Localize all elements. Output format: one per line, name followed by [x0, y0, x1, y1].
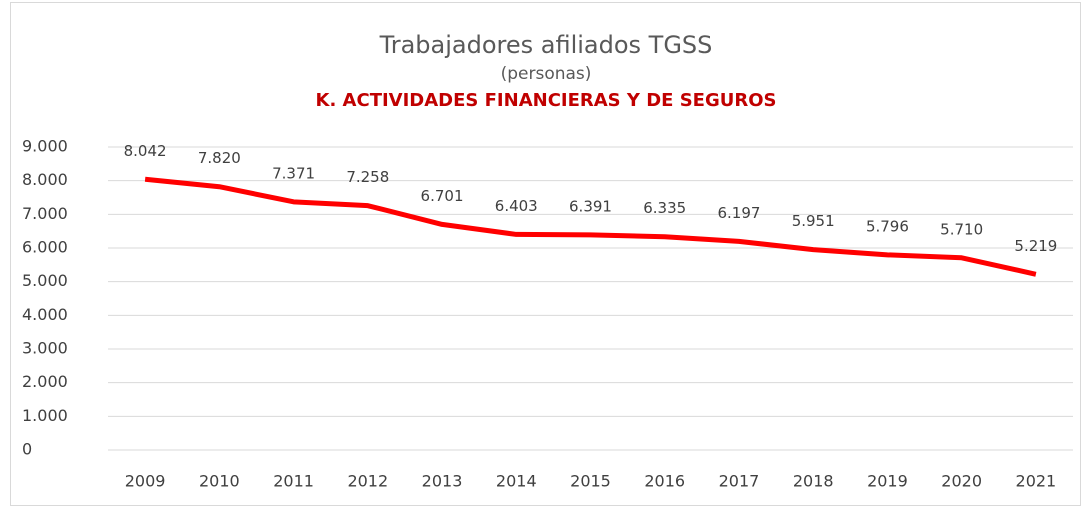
data-label: 6.403	[495, 197, 538, 215]
line	[144, 176, 1037, 277]
x-tick-label: 2015	[570, 472, 611, 491]
data-label: 7.371	[272, 164, 315, 182]
data-label: 7.820	[198, 149, 241, 167]
y-tick-label: 9.000	[22, 137, 68, 156]
y-tick-label: 8.000	[22, 170, 68, 189]
y-tick-label: 6.000	[22, 238, 68, 257]
x-tick-label: 2011	[273, 472, 314, 491]
x-tick-label: 2021	[1016, 472, 1057, 491]
y-tick-label: 4.000	[22, 305, 68, 324]
x-tick-label: 2014	[496, 472, 537, 491]
data-label: 5.710	[940, 220, 983, 238]
y-tick-label: 3.000	[22, 339, 68, 358]
x-tick-label: 2012	[347, 472, 388, 491]
x-tick-label: 2009	[125, 472, 166, 491]
data-label: 6.335	[643, 199, 686, 217]
data-label: 7.258	[346, 168, 389, 186]
data-label: 5.219	[1014, 237, 1057, 255]
chart-title: Trabajadores afiliados TGSS	[379, 31, 713, 59]
y-tick-label: 7.000	[22, 204, 68, 223]
x-tick-label: 2010	[199, 472, 240, 491]
data-label: 5.796	[866, 217, 909, 235]
x-tick-label: 2013	[422, 472, 463, 491]
y-tick-label: 5.000	[22, 271, 68, 290]
x-tick-label: 2020	[941, 472, 982, 491]
chart-subtitle: K. ACTIVIDADES FINANCIERAS Y DE SEGUROS	[316, 90, 777, 111]
y-tick-label: 2.000	[22, 372, 68, 391]
chart-subtitle: (personas)	[501, 64, 592, 84]
x-tick-label: 2019	[867, 472, 908, 491]
data-label: 8.042	[124, 142, 167, 160]
y-tick-label: 1.000	[22, 406, 68, 425]
y-tick-label: 0	[22, 440, 32, 459]
data-label: 6.197	[717, 204, 760, 222]
x-tick-label: 2018	[793, 472, 834, 491]
x-tick-label: 2017	[719, 472, 760, 491]
data-label: 5.951	[792, 212, 835, 230]
data-label: 6.391	[569, 197, 612, 215]
data-label: 6.701	[421, 187, 464, 205]
x-tick-label: 2016	[644, 472, 685, 491]
